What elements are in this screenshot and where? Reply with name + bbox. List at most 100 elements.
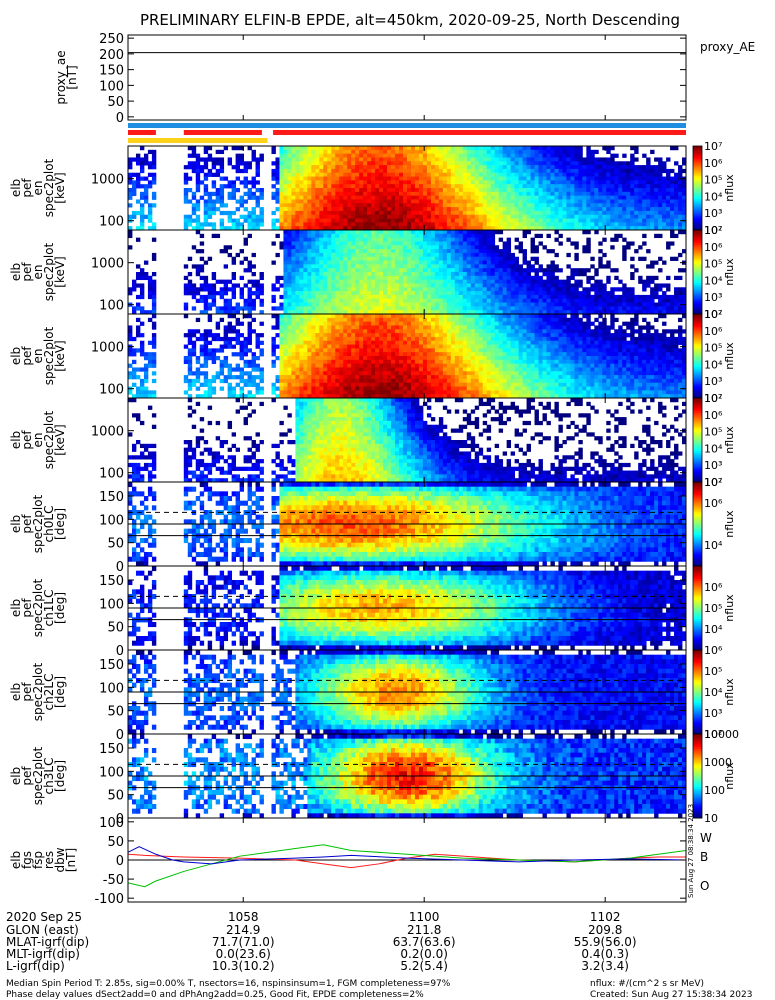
colorbar-label: nflux [723,174,736,202]
x-row-value: 71.7(71.0) [212,935,275,949]
colorbar-tick-label: 10⁶ [704,409,723,422]
orbit-bar-red [273,130,686,135]
x-row-label: MLT-igrf(dip) [6,947,80,961]
panel-pa-ch3LC: 10 100 1000 10000 nflux 0 50 100 150 elbpefspec2p… [9,728,739,827]
panel-pef-spectra-1: 10² 10³ 10⁴ 10⁵ 10⁶ 10⁷ nflux 100 1000 elbpefensp… [9,140,736,237]
x-row-label: 2020 Sep 25 [6,910,82,924]
colorbar: 10² 10³ 10⁴ 10⁵ 10⁶ 10⁷ nflux [692,308,736,405]
heatmap-cells [128,146,687,231]
colorbar-tick-label: 100 [704,784,725,797]
colorbar-tick-label: 10³ [704,291,722,304]
y-tick-label: 0 [116,854,124,869]
x-row-value: 0.2(0.0) [400,947,448,961]
y-tick-label: 0 [116,812,124,827]
colorbar-tick-label: 10⁷ [704,476,722,489]
y-tick-label: 150 [99,658,124,673]
x-row-label: MLAT-igrf(dip) [6,935,89,949]
plot-frame [127,34,687,121]
y-axis-label: [deg] [53,592,67,624]
y-axis-label: elb [9,347,23,365]
panel-pef-spectra-4: 10² 10³ 10⁴ 10⁵ 10⁶ 10⁷ nflux 100 1000 elbpefensp… [9,392,736,489]
y-axis-label: elb [9,851,23,869]
y-tick-label: 1000 [91,341,124,356]
colorbar-label: nflux [723,258,736,286]
colorbar-tick-label: 10⁷ [704,308,722,321]
y-tick-label: 50 [107,621,124,636]
y-axis-label: en [31,181,45,196]
footer-line-2: Phase delay values dSect2add=0 and dPhAn… [6,990,424,1000]
y-tick-label: -100 [94,892,124,907]
colorbar-tick-label: 10⁷ [704,392,722,405]
y-axis-label: elb [9,683,23,701]
panel-orbit-bars [128,123,686,143]
colorbar: 10² 10³ 10⁴ 10⁵ 10⁶ 10⁷ nflux [692,140,736,237]
footer-line-1: Median Spin Period T: 2.85s, sig=0.00% T… [6,979,451,989]
page-title: PRELIMINARY ELFIN-B EPDE, alt=450km, 202… [140,11,680,29]
y-tick-label: 100 [99,513,124,528]
x-row-value: 209.8 [588,923,622,937]
x-row-value: 3.2(3.4) [581,959,629,973]
y-tick-label: 100 [99,79,124,94]
x-row-label: GLON (east) [6,923,79,937]
y-axis-label: en [31,433,45,448]
y-axis-label: ch3LC [42,758,56,795]
colorbar-tick-label: 10⁷ [704,224,722,237]
footer-created: Created: Sun Aug 27 15:38:34 2023 [590,990,752,1000]
y-axis-label: ch0LC [42,506,56,543]
y-axis-label: spec2plot [42,158,56,217]
y-axis-label: res [42,851,56,869]
y-axis-label: spec2plot [31,662,45,721]
colorbar-label: nflux [723,594,736,622]
y-tick-label: 250 [99,32,124,47]
series-line-B [127,844,687,888]
y-axis-label: elb [9,179,23,197]
colorbar-tick-label: 10² [704,308,722,321]
y-axis-label: proxy_ae [54,50,68,104]
colorbar: 10⁴ 10⁶ 10⁷ nflux [692,476,736,567]
y-tick-label: -50 [103,873,124,888]
colorbar: 10² 10³ 10⁴ 10⁵ 10⁶ 10⁷ nflux [692,392,736,489]
colorbar: 10² 10³ 10⁴ 10⁵ 10⁶ 10⁷ nflux [692,224,736,321]
panels: proxy_AE050100150200250proxy_ae[nT]10²10… [9,32,755,907]
y-tick-label: 0 [116,111,124,126]
y-axis-label: ch1LC [42,590,56,627]
y-axis-label: pef [20,262,34,282]
x-row-value: 10.3(10.2) [212,959,275,973]
y-tick-label: 50 [107,789,124,804]
y-tick-label: 100 [99,765,124,780]
y-tick-label: 100 [99,597,124,612]
x-row-value: 211.8 [407,923,441,937]
y-axis-label: [keV] [53,172,67,203]
x-row-value: 0.0(23.6) [216,947,271,961]
y-axis-label: [deg] [53,760,67,792]
orbit-bar-blue [128,123,686,128]
y-axis-label: pef [20,430,34,450]
y-tick-label: 50 [107,95,124,110]
orbit-bar-red [128,130,156,135]
heatmap-cells [128,398,687,483]
heatmap-cells [128,314,687,399]
y-tick-label: 1000 [91,173,124,188]
y-tick-label: 150 [99,490,124,505]
y-axis-label: pef [20,514,34,534]
y-axis-label: elb [9,767,23,785]
colorbar-tick-label: 10⁴ [704,686,723,699]
colorbar-tick-label: 10⁴ [704,623,723,636]
x-row-label: L-igrf(dip) [6,959,65,973]
y-tick-label: 1000 [91,425,124,440]
colorbar-label: nflux [723,678,736,706]
y-axis-label: pef [20,766,34,786]
y-tick-label: 0 [116,560,124,575]
footer-units: nflux: #/(cm^2 s sr MeV) [590,979,704,989]
y-axis-label: pef [20,178,34,198]
y-axis-label: en [31,265,45,280]
orbit-bar-yellow [128,138,268,143]
heatmap-cells [128,566,687,651]
colorbar: 10² 10³ 10⁴ 10⁵ 10⁶ nflux [692,644,736,741]
panel-pef-spectra-3: 10² 10³ 10⁴ 10⁵ 10⁶ 10⁷ nflux 100 1000 elbpefensp… [9,308,736,405]
colorbar-tick-label: 10⁴ [704,190,723,203]
colorbar-tick-label: 10⁴ [704,274,723,287]
y-tick-label: 100 [99,467,124,482]
colorbar-tick-label: 10³ [704,375,722,388]
colorbar-label: nflux [723,426,736,454]
